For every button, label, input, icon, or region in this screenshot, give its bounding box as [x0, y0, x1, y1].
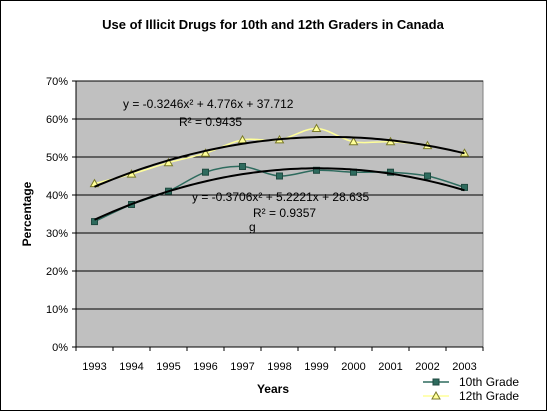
x-tick-label: 1993: [82, 361, 106, 373]
x-tick-label: 1994: [119, 361, 143, 373]
legend-label: 10th Grade: [459, 375, 519, 389]
x-tick-label: 1996: [193, 361, 217, 373]
x-tick-label: 1997: [230, 361, 254, 373]
y-tick-label: 60%: [46, 114, 68, 126]
x-tick-label: 1998: [267, 361, 291, 373]
plot-area-group: 0% 10% 20% 30% 40% 50% 60% 70% 1993 1994 1995 1996 1…: [46, 76, 484, 373]
y-axis-title: Percentage: [20, 181, 34, 246]
legend-marker: [432, 378, 440, 386]
legend-label: 12th Grade: [459, 389, 519, 403]
data-point: [276, 172, 283, 180]
y-tick-label: 20%: [46, 266, 68, 278]
x-tick-label: 2000: [341, 361, 365, 373]
chart-title: Use of Illicit Drugs for 10th and 12th G…: [102, 17, 444, 32]
data-point: [311, 123, 322, 132]
legend-marker: [431, 390, 441, 400]
y-tick-label: 30%: [46, 228, 68, 240]
data-point: [163, 157, 174, 167]
trendline-1: [94, 167, 465, 221]
data-point: [461, 183, 468, 191]
plot-background: [75, 80, 484, 348]
x-tick-label: 2001: [378, 361, 402, 373]
y-tick-label: 40%: [46, 190, 68, 202]
data-point: [348, 136, 359, 146]
data-point: [239, 163, 246, 170]
legend-box: [421, 375, 533, 405]
y-tick-label: 0%: [52, 342, 68, 354]
data-point: [91, 218, 98, 226]
trendline-2: [94, 135, 465, 188]
r-squared-12th: R² = 0.9435: [179, 115, 242, 129]
data-point: [424, 172, 431, 180]
trendline-equation-12th: y = -0.3246x² + 4.776x + 37.712: [123, 97, 294, 111]
x-tick-label: 2003: [452, 361, 476, 373]
data-point: [200, 148, 211, 157]
data-point: [387, 168, 394, 176]
trendline-equation-10th: y = -0.3706x² + 5.2221x + 28.635: [192, 190, 369, 204]
y-tick-label: 10%: [46, 304, 68, 316]
y-tick-label: 70%: [46, 76, 68, 88]
x-tick-label: 2002: [415, 361, 439, 373]
x-axis-title: Years: [257, 382, 289, 396]
r-squared-10th: R² = 0.9357: [253, 206, 316, 220]
y-tick-label: 50%: [46, 152, 68, 164]
stray-label: g: [249, 220, 256, 234]
data-point: [202, 168, 209, 176]
x-tick-label: 1999: [304, 361, 328, 373]
x-tick-label: 1995: [156, 361, 180, 373]
